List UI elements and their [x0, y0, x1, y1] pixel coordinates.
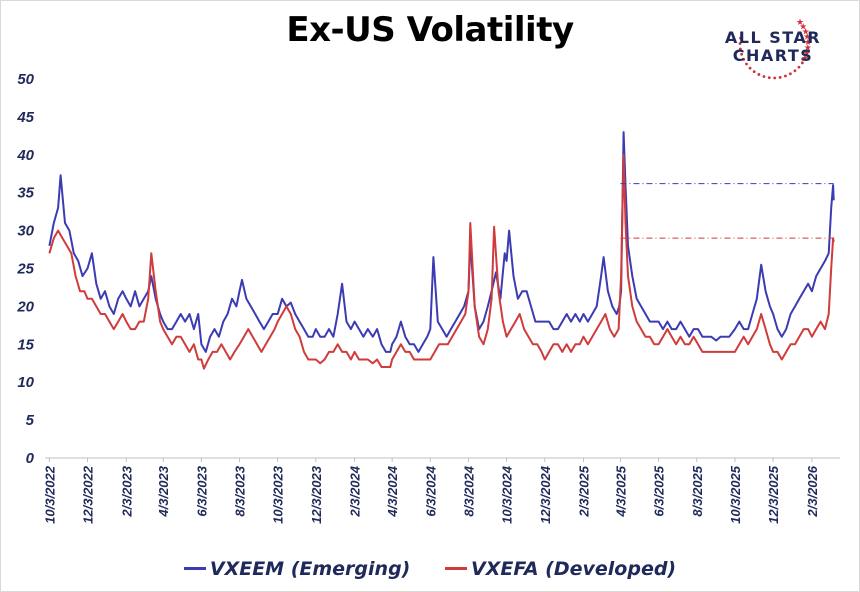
x-tick-label: 12/3/2023 [309, 465, 324, 524]
logo-star [738, 47, 742, 51]
series-line-vxefa [48, 153, 835, 370]
y-tick-label: 15 [17, 336, 34, 353]
logo-star [797, 65, 801, 69]
logo-star [738, 42, 742, 45]
legend-item-emerging: VXEEM (Emerging) [183, 557, 411, 580]
x-tick-label: 12/3/2025 [766, 465, 781, 524]
all-star-charts-logo: ★ ★ ★ ★ ★ ★ ★ ★ ALL STAR CHARTS [712, 8, 842, 80]
logo-star [773, 76, 777, 80]
legend-label-emerging: VXEEM (Emerging) [209, 557, 411, 580]
logo-star [742, 57, 746, 61]
logo-star: ★ [802, 26, 810, 36]
chart-title: Ex-US Volatility [286, 10, 574, 50]
logo-star [778, 76, 782, 79]
logo-star [740, 52, 743, 56]
logo-star: ★ [804, 37, 812, 47]
x-tick-label: 8/3/2024 [461, 465, 476, 516]
x-tick-label: 8/3/2025 [690, 465, 705, 516]
x-axis-ticks: 10/3/2022 12/3/2022 2/3/2023 4/3/2023 6/3/20… [42, 458, 820, 524]
logo-star [784, 74, 787, 78]
y-tick-label: 25 [16, 261, 34, 278]
logo-star: ★ [801, 53, 809, 63]
y-tick-label: 30 [17, 223, 34, 240]
logo-star [739, 36, 742, 40]
logo-star: ★ [796, 17, 804, 27]
y-tick-label: 50 [17, 71, 34, 88]
logo-star [762, 75, 766, 78]
logo-star [757, 73, 761, 76]
x-tick-label: 4/3/2025 [613, 465, 628, 517]
y-tick-label: 35 [17, 185, 34, 202]
legend-swatch-developed [444, 567, 467, 570]
x-tick-label: 6/3/2023 [194, 465, 209, 516]
logo-star [793, 69, 797, 73]
x-tick-label: 10/3/2024 [500, 465, 515, 524]
x-tick-label: 2/3/2026 [805, 465, 820, 517]
logo-star [767, 76, 771, 80]
y-tick-label: 10 [17, 374, 34, 391]
logo-star [752, 70, 756, 74]
x-tick-label: 2/3/2023 [119, 465, 134, 517]
legend-label-developed: VXEFA (Developed) [470, 557, 677, 580]
logo-star [748, 66, 752, 70]
x-tick-label: 4/3/2023 [156, 465, 171, 517]
chart-legend: VXEEM (Emerging) VXEFA (Developed) [0, 553, 860, 580]
logo-star [788, 72, 792, 76]
x-tick-label: 4/3/2024 [385, 465, 400, 517]
reference-lines [620, 183, 834, 239]
x-tick-label: 6/3/2025 [652, 465, 667, 516]
logo-star: ★ [804, 43, 812, 53]
y-tick-label: 45 [16, 109, 34, 126]
x-tick-label: 2/3/2025 [577, 465, 592, 517]
x-tick-label: 8/3/2023 [233, 465, 248, 516]
x-tick-label: 12/3/2022 [81, 465, 96, 524]
logo-star [800, 61, 804, 65]
legend-item-developed: VXEFA (Developed) [444, 557, 677, 580]
series-line-vxeem [48, 131, 835, 353]
y-axis-ticks: 0 5 10 15 20 25 30 35 40 45 50 [16, 71, 34, 467]
x-tick-label: 10/3/2022 [42, 465, 57, 524]
y-tick-label: 20 [16, 298, 34, 315]
legend-swatch-emerging [183, 567, 206, 570]
x-tick-label: 2/3/2024 [348, 465, 363, 517]
logo-star: ★ [803, 48, 811, 58]
logo-line-2: CHARTS [732, 46, 814, 65]
y-tick-label: 5 [26, 412, 35, 429]
x-tick-label: 12/3/2024 [538, 465, 553, 524]
x-tick-label: 10/3/2025 [728, 465, 743, 524]
logo-star-arc-icon: ★★★★★★★★ [738, 17, 812, 80]
x-tick-label: 6/3/2024 [423, 465, 438, 516]
logo-star: ★ [803, 32, 811, 42]
logo-star [745, 62, 748, 66]
x-tick-label: 10/3/2023 [271, 465, 286, 524]
y-tick-label: 0 [26, 450, 35, 467]
logo-line-1: ALL STAR [724, 28, 822, 47]
logo-star: ★ [799, 22, 807, 32]
y-tick-label: 40 [16, 147, 34, 164]
series-layer [48, 131, 835, 370]
